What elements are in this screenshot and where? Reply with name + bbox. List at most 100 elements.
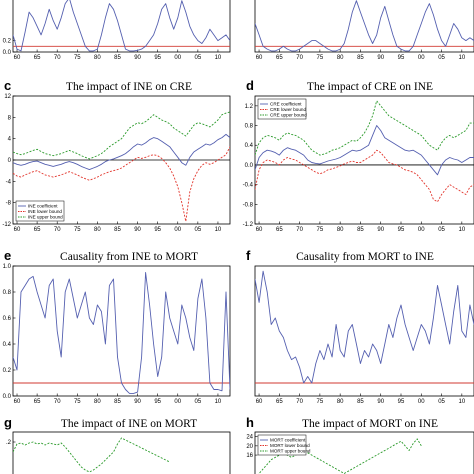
y-tick-label: -0.4	[243, 183, 254, 189]
x-tick-label: 10	[458, 399, 465, 405]
panel-e: e Causality from INE to MORT 60 65 70 75 80 85 9…	[3, 248, 231, 405]
panel-title: Causality from INE to MORT	[60, 251, 198, 263]
y-tick-label: 0.2	[3, 39, 12, 45]
y-tick-label: 0.4	[3, 342, 12, 348]
x-tick-label: 10	[458, 55, 465, 61]
x-tick-label: 00	[418, 55, 425, 61]
legend-label: CRE upper bound	[270, 113, 307, 118]
x-tick-label: 00	[418, 399, 425, 405]
x-tick-label: 95	[154, 55, 161, 61]
y-tick-label: -1.2	[243, 222, 254, 228]
legend-label: INE coefficient	[28, 204, 58, 209]
panel-letter: g	[4, 415, 12, 430]
x-tick-label: 05	[438, 55, 445, 61]
x-tick-label: 75	[317, 399, 324, 405]
y-tick-label: 24	[246, 435, 253, 441]
y-tick-label: 12	[4, 94, 11, 100]
x-tick-label: 60	[256, 227, 263, 233]
x-tick-label: 80	[94, 399, 101, 405]
x-tick-label: 00	[174, 399, 181, 405]
x-tick-label: 85	[357, 55, 364, 61]
x-tick-label: 65	[34, 55, 41, 61]
x-tick-label: 95	[398, 399, 405, 405]
x-tick-label: 90	[377, 227, 384, 233]
x-tick-label: 10	[215, 399, 222, 405]
panel-a: 60 65 70 75 80 85 90 95 00 05 10 0.0 0.2	[3, 0, 231, 61]
x-tick-label: 90	[134, 227, 141, 233]
series-coefficient-line	[255, 125, 474, 176]
plot-frame	[254, 265, 474, 397]
y-tick-label: 0.8	[3, 290, 12, 296]
panel-b: 60 65 70 75 80 85 90 95 00 05 10	[254, 0, 474, 61]
x-tick-label: 95	[398, 227, 405, 233]
panel-title: The impact of INE on CRE	[66, 81, 192, 93]
x-tick-label: 60	[14, 227, 21, 233]
panel-title: The impact of CRE on INE	[307, 81, 433, 93]
y-tick-label: 0.2	[3, 368, 12, 374]
legend-label: CRE lower bound	[270, 107, 306, 112]
x-tick-label: 85	[114, 399, 121, 405]
series-upper-line	[258, 438, 422, 474]
y-tick-label: 16	[246, 453, 253, 459]
legend-label: MORT lower bound	[270, 443, 310, 448]
x-tick-label: 75	[317, 227, 324, 233]
y-tick-label: 0.0	[3, 50, 12, 56]
legend-label: MORT upper bound	[270, 449, 311, 454]
series-coefficient-line	[13, 0, 230, 52]
plot-frame	[254, 95, 474, 225]
plot-frame	[254, 431, 474, 474]
y-tick-label: -4	[6, 179, 12, 185]
y-tick-label: 0.6	[3, 316, 12, 322]
y-tick-label: 4	[8, 137, 12, 143]
x-tick-label: 10	[215, 55, 222, 61]
x-tick-label: 10	[215, 227, 222, 233]
series-upper-line	[13, 437, 170, 473]
panel-letter: h	[246, 415, 254, 430]
panel-h: h The impact of MORT on INE 24 20 16 MORT coe…	[246, 415, 474, 474]
x-tick-label: 75	[74, 227, 81, 233]
panel-title: Causality from MORT to INE	[296, 251, 434, 263]
x-tick-label: 85	[114, 227, 121, 233]
x-tick-label: 70	[54, 55, 61, 61]
plot-frame	[12, 431, 231, 474]
x-tick-label: 85	[114, 55, 121, 61]
y-tick-label: 0.8	[245, 124, 254, 130]
x-tick-label: 05	[438, 227, 445, 233]
y-tick-label: 0.4	[245, 143, 254, 149]
x-tick-label: 60	[256, 399, 263, 405]
series-coefficient-line	[255, 0, 474, 52]
x-tick-label: 80	[337, 227, 344, 233]
panel-f: f Causality from MORT to INE 60 65 70 75 80 85 9…	[246, 248, 474, 405]
y-tick-label: 0.0	[245, 163, 254, 169]
series-coefficient-line	[255, 270, 474, 384]
x-tick-label: 75	[74, 55, 81, 61]
panel-letter: e	[4, 248, 11, 263]
y-tick-label: -12	[2, 222, 11, 228]
y-tick-label: 0	[8, 158, 12, 164]
panel-title: The impact of MORT on INE	[302, 418, 438, 430]
x-tick-label: 75	[74, 399, 81, 405]
x-tick-label: 90	[377, 55, 384, 61]
x-tick-label: 95	[398, 55, 405, 61]
y-tick-label: .2	[6, 440, 12, 446]
series-coefficient-line	[13, 272, 230, 394]
panel-title: The impact of INE on MORT	[61, 418, 197, 430]
x-tick-label: 65	[34, 227, 41, 233]
y-tick-label: 1.0	[3, 264, 12, 270]
y-tick-label: 1.2	[245, 104, 254, 110]
x-tick-label: 60	[14, 55, 21, 61]
x-tick-label: 70	[296, 399, 303, 405]
x-tick-label: 80	[337, 399, 344, 405]
panel-d: d The impact of CRE on INE 60 65 70 75 80 85 90 9…	[243, 78, 474, 233]
x-tick-label: 60	[14, 399, 21, 405]
plot-frame	[254, 0, 474, 53]
x-tick-label: 65	[276, 227, 283, 233]
panel-letter: c	[4, 78, 11, 93]
series-coefficient-line	[13, 133, 230, 171]
x-tick-label: 80	[337, 55, 344, 61]
panel-letter: d	[246, 78, 254, 93]
series-lower-line	[13, 146, 230, 222]
y-tick-label: 20	[246, 444, 253, 450]
